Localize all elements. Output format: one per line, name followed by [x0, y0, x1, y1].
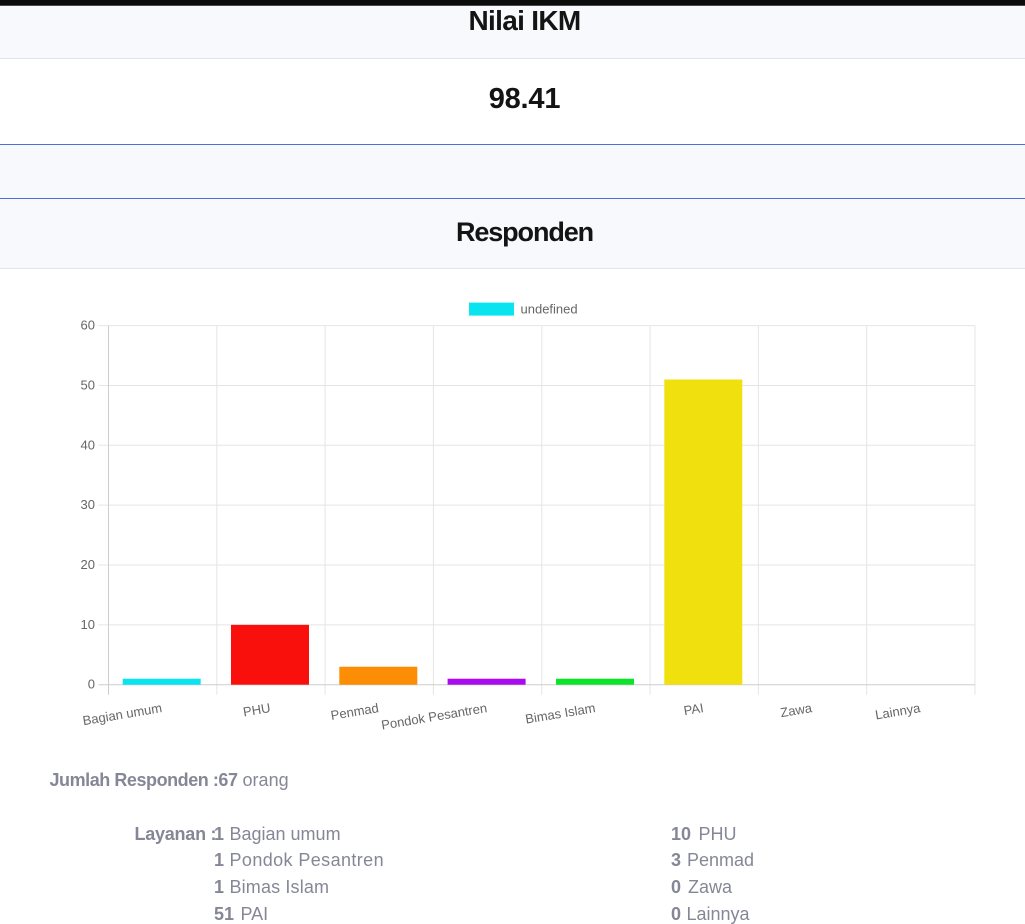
svg-text:50: 50	[81, 377, 95, 392]
svg-text:Lainnya: Lainnya	[874, 700, 922, 722]
svg-text:20: 20	[81, 557, 95, 572]
svg-text:0: 0	[88, 677, 95, 692]
svg-text:undefined: undefined	[521, 301, 578, 316]
svg-text:30: 30	[81, 497, 95, 512]
svg-text:40: 40	[81, 437, 95, 452]
svg-text:PHU: PHU	[242, 700, 272, 719]
svg-text:Bimas Islam: Bimas Islam	[524, 700, 596, 726]
svg-text:Pondok Pesantren: Pondok Pesantren	[380, 700, 488, 732]
svg-text:60: 60	[81, 318, 95, 333]
svg-text:PAI: PAI	[682, 700, 704, 718]
svg-text:Penmad: Penmad	[330, 700, 380, 723]
svg-text:Bagian umum: Bagian umum	[82, 700, 164, 728]
svg-text:10: 10	[81, 617, 95, 632]
svg-text:Zawa: Zawa	[779, 700, 814, 720]
